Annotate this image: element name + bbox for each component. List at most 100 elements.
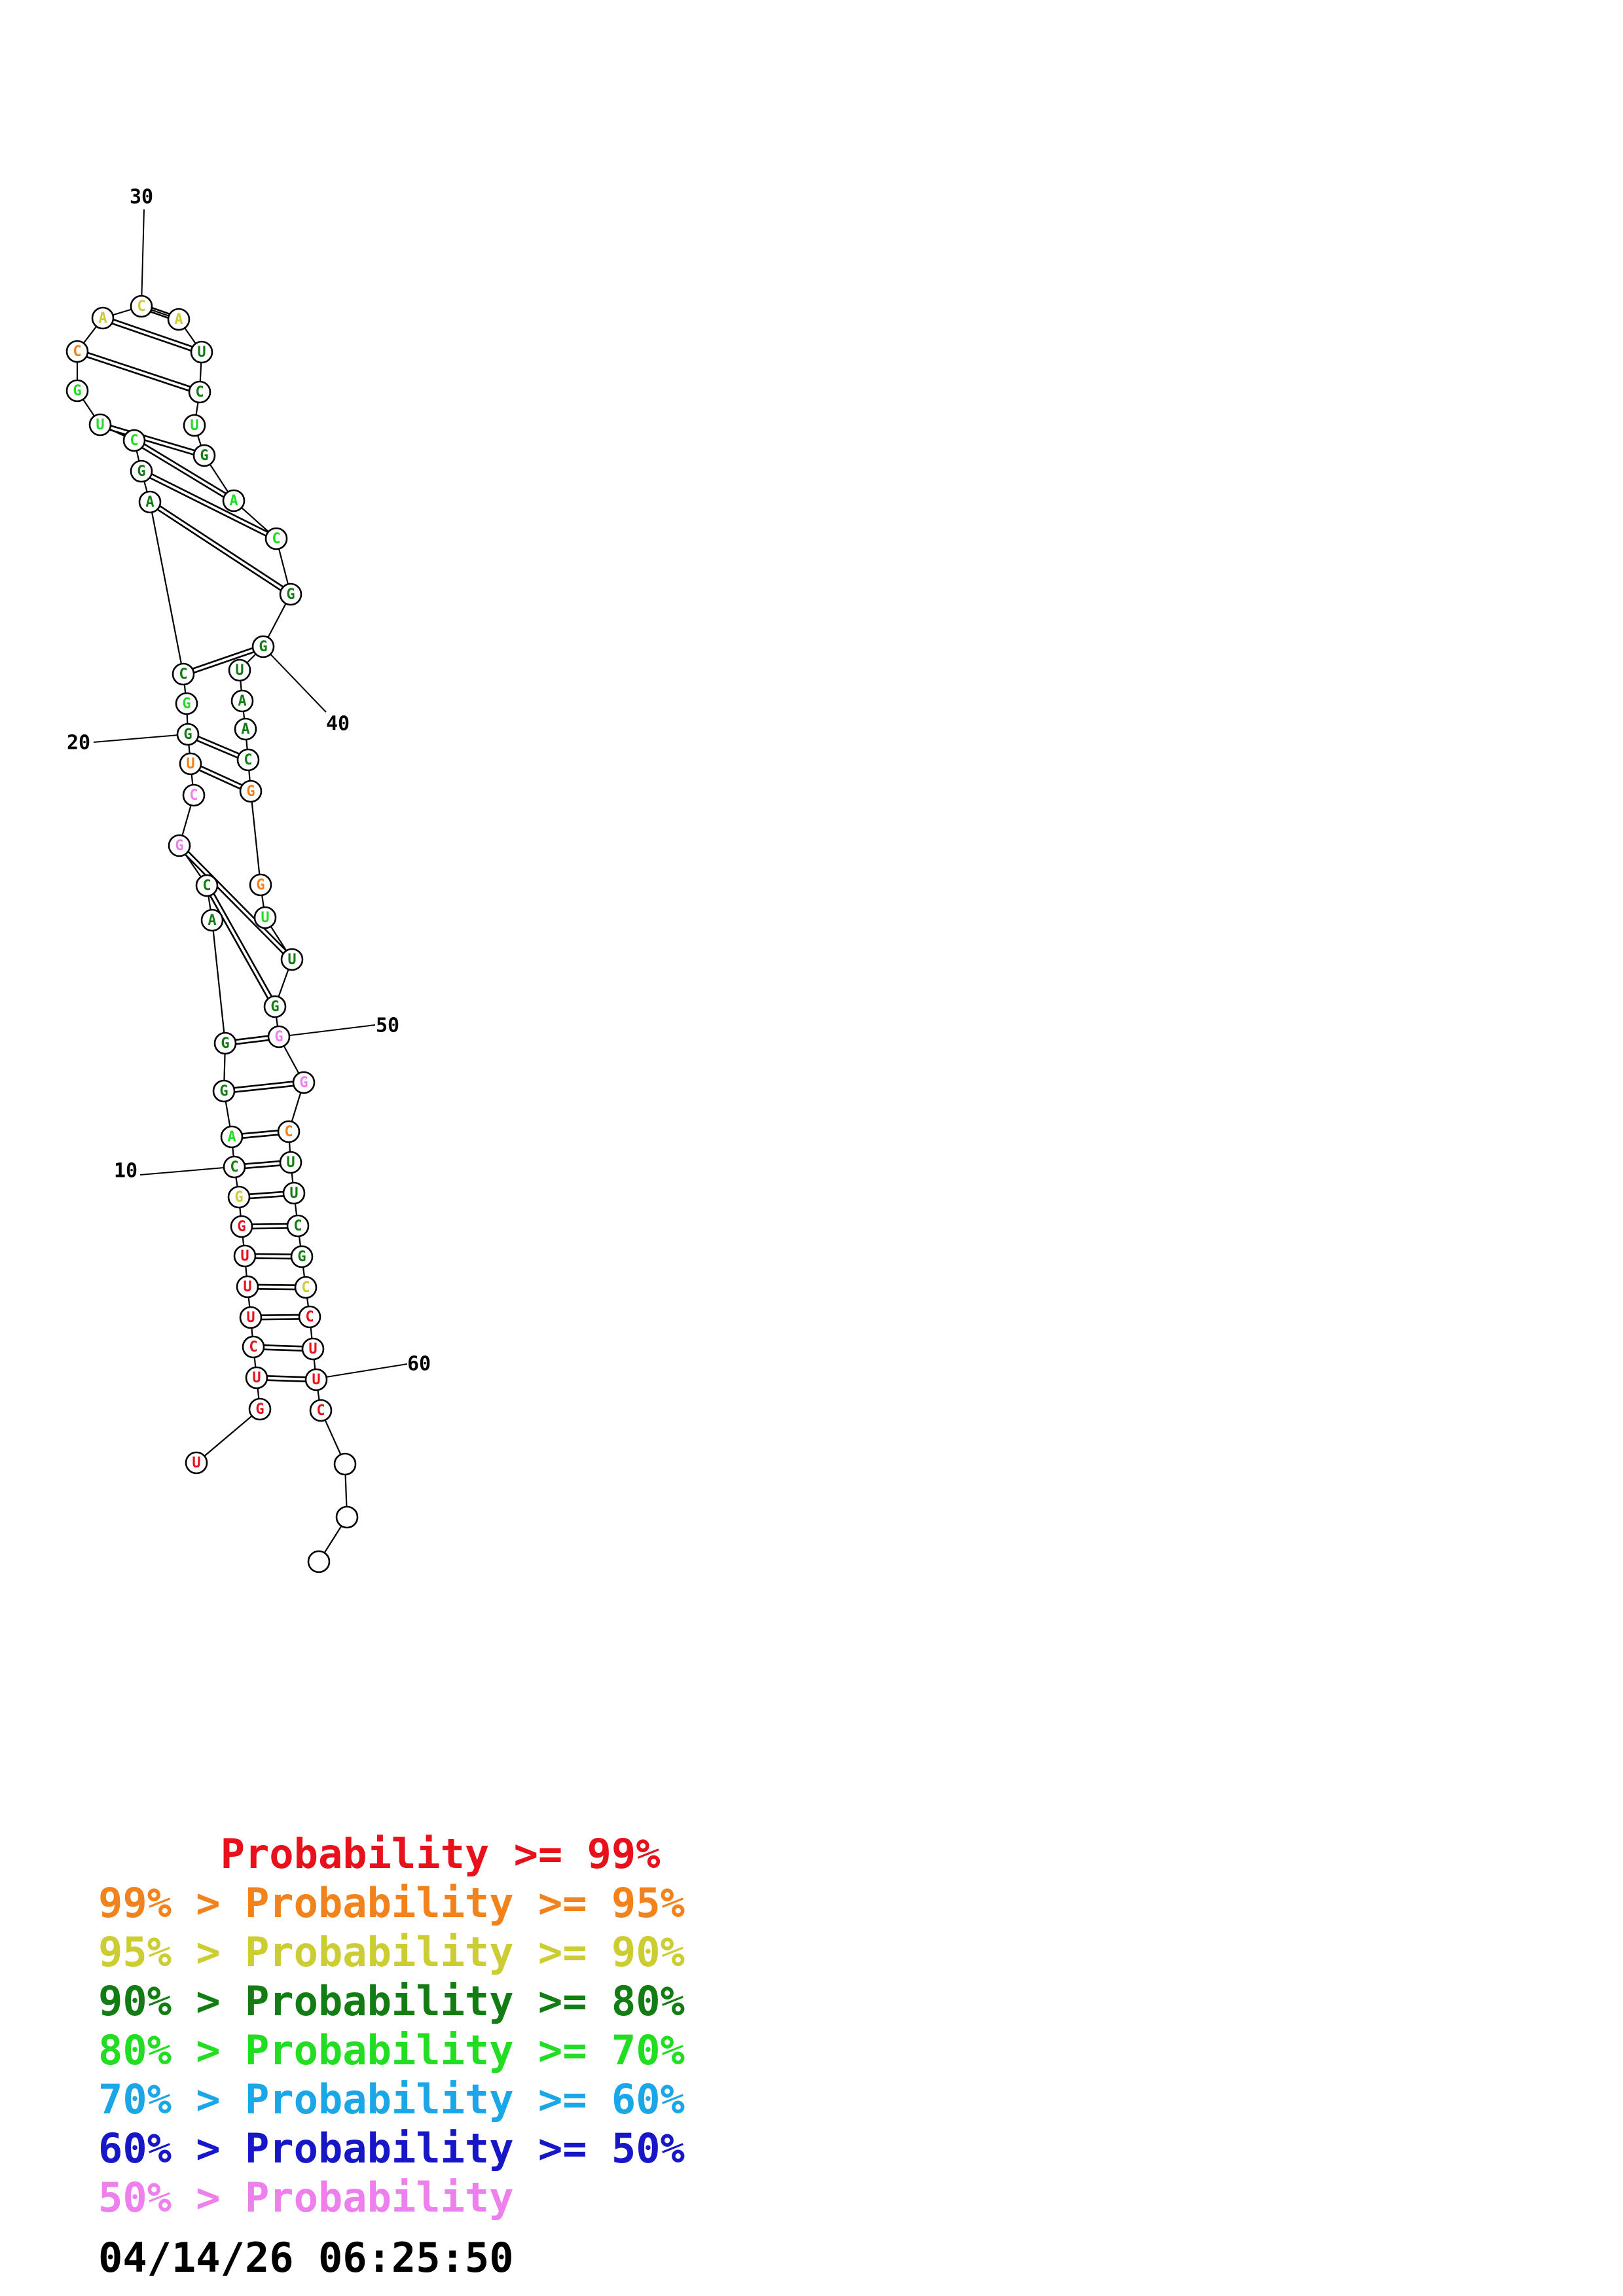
nucleotide-circle	[183, 414, 206, 437]
nucleotide-letter: G	[246, 783, 255, 800]
nucleotide-letter: G	[183, 726, 192, 743]
nucleotide-circle	[251, 635, 275, 658]
position-tick	[263, 646, 327, 713]
nucleotide: G	[176, 723, 200, 746]
nucleotide: G	[251, 635, 275, 658]
nucleotide-letter: U	[261, 910, 269, 926]
nucleotide-circle	[227, 1185, 251, 1209]
nucleotide-circle	[122, 429, 146, 452]
nucleotide-letter: G	[175, 838, 183, 854]
nucleotide-circle	[182, 783, 206, 807]
nucleotide: G	[65, 379, 89, 403]
nucleotide: A	[200, 908, 224, 932]
nucleotide-letter: C	[195, 384, 204, 401]
nucleotide: A	[230, 689, 254, 713]
nucleotide-circle	[239, 780, 263, 803]
nucleotide-circle	[200, 908, 224, 932]
base-pair-bond	[204, 886, 274, 1009]
base-pair-bond	[151, 499, 293, 594]
nucleotide: C	[264, 527, 288, 550]
nucleotide	[335, 1505, 359, 1529]
nucleotide-circle	[307, 1550, 331, 1573]
nucleotide-letter: C	[230, 1159, 238, 1175]
nucleotide-circle	[264, 527, 288, 550]
nucleotide-letter: C	[244, 752, 252, 768]
nucleotide: G	[267, 1025, 291, 1049]
nucleotide-letter: G	[237, 1219, 246, 1235]
nucleotide-letter: C	[73, 344, 81, 360]
nucleotide-circle	[91, 306, 115, 330]
nucleotide: G	[249, 873, 272, 897]
nucleotide-circle	[228, 658, 251, 682]
base-pair-bond	[76, 352, 200, 395]
base-pair-bond	[224, 1083, 304, 1094]
nucleotide: C	[242, 1335, 265, 1359]
nucleotide-letter: G	[297, 1249, 306, 1265]
nucleotide-circle	[301, 1337, 325, 1361]
nucleotide-circle	[333, 1452, 357, 1476]
legend-entry: 80% > Probability >= 70%	[98, 2026, 685, 2075]
nucleotide-circle	[279, 1151, 302, 1174]
nucleotide-circle	[130, 459, 153, 483]
legend-entry: 60% > Probability >= 50%	[98, 2124, 685, 2173]
nucleotide-letter: U	[192, 1455, 200, 1471]
nucleotide-circle	[230, 1215, 253, 1238]
base-pair-bond	[103, 315, 203, 351]
nucleotide: A	[167, 308, 191, 331]
nucleotide: U	[183, 414, 206, 437]
nucleotide-circle	[236, 1275, 259, 1299]
nucleotide: C	[286, 1214, 310, 1238]
legend-prefix	[98, 1830, 221, 1878]
nucleotide-letter: C	[284, 1124, 293, 1140]
legend-entry: Probability >= 99%	[98, 1829, 685, 1878]
nucleotide: C	[182, 783, 206, 807]
nucleotide: G	[292, 1071, 316, 1094]
nucleotide-circle	[192, 444, 216, 467]
nucleotide-letter: G	[255, 1401, 264, 1418]
nucleotide-circle	[292, 1071, 316, 1094]
legend-text: Probability	[244, 2174, 514, 2221]
nucleotide-letter: G	[256, 877, 264, 893]
nucleotide: A	[222, 489, 246, 512]
nucleotide-letter: G	[299, 1075, 308, 1091]
nucleotide-circle	[65, 340, 89, 363]
nucleotide: U	[236, 1275, 259, 1299]
nucleotide-letter: G	[137, 463, 145, 480]
position-label: 20	[67, 732, 90, 755]
nucleotide: U	[88, 413, 112, 437]
nucleotide: U	[282, 1181, 306, 1205]
nucleotide: G	[290, 1245, 314, 1268]
nucleotide: C	[298, 1305, 321, 1329]
legend-entry: 70% > Probability >= 60%	[98, 2075, 685, 2124]
timestamp: 04/14/26 06:25:50	[98, 2234, 514, 2282]
nucleotide	[307, 1550, 331, 1573]
base-pair-bond	[208, 884, 278, 1007]
nucleotide-circle	[294, 1276, 318, 1299]
backbone-segment	[249, 791, 262, 886]
nucleotides: UGUCUUUGGCAGGACGCUGGCAGCUGCACAUCUGACGGUA…	[65, 295, 359, 1573]
nucleotide-circle	[88, 413, 112, 437]
legend-prefix: 70% >	[98, 2075, 245, 2123]
nucleotide-circle	[335, 1505, 359, 1529]
nucleotide: A	[220, 1125, 244, 1149]
legend-text: Probability >= 60%	[244, 2075, 685, 2123]
legend-text: Probability >= 50%	[244, 2125, 685, 2172]
nucleotide-letter: C	[249, 1339, 257, 1355]
nucleotide: C	[236, 748, 260, 772]
nucleotide-circle	[213, 1031, 237, 1055]
position-tick	[141, 209, 145, 307]
base-pair-bond	[177, 846, 291, 962]
nucleotide-circle	[167, 308, 191, 331]
nucleotide-letter: G	[274, 1029, 283, 1045]
base-pair-bond	[182, 643, 263, 673]
base-pair-bond	[139, 472, 276, 542]
nucleotide: U	[279, 1151, 302, 1174]
nucleotide-letter: U	[308, 1341, 317, 1357]
legend-text: Probability >= 70%	[244, 2026, 685, 2074]
backbone	[76, 305, 348, 1562]
nucleotide-letter: U	[286, 1155, 295, 1171]
nucleotide: C	[130, 295, 153, 318]
nucleotide-letter: C	[137, 298, 145, 315]
base-pair-bond	[141, 468, 278, 538]
backbone-segment	[196, 1408, 261, 1463]
